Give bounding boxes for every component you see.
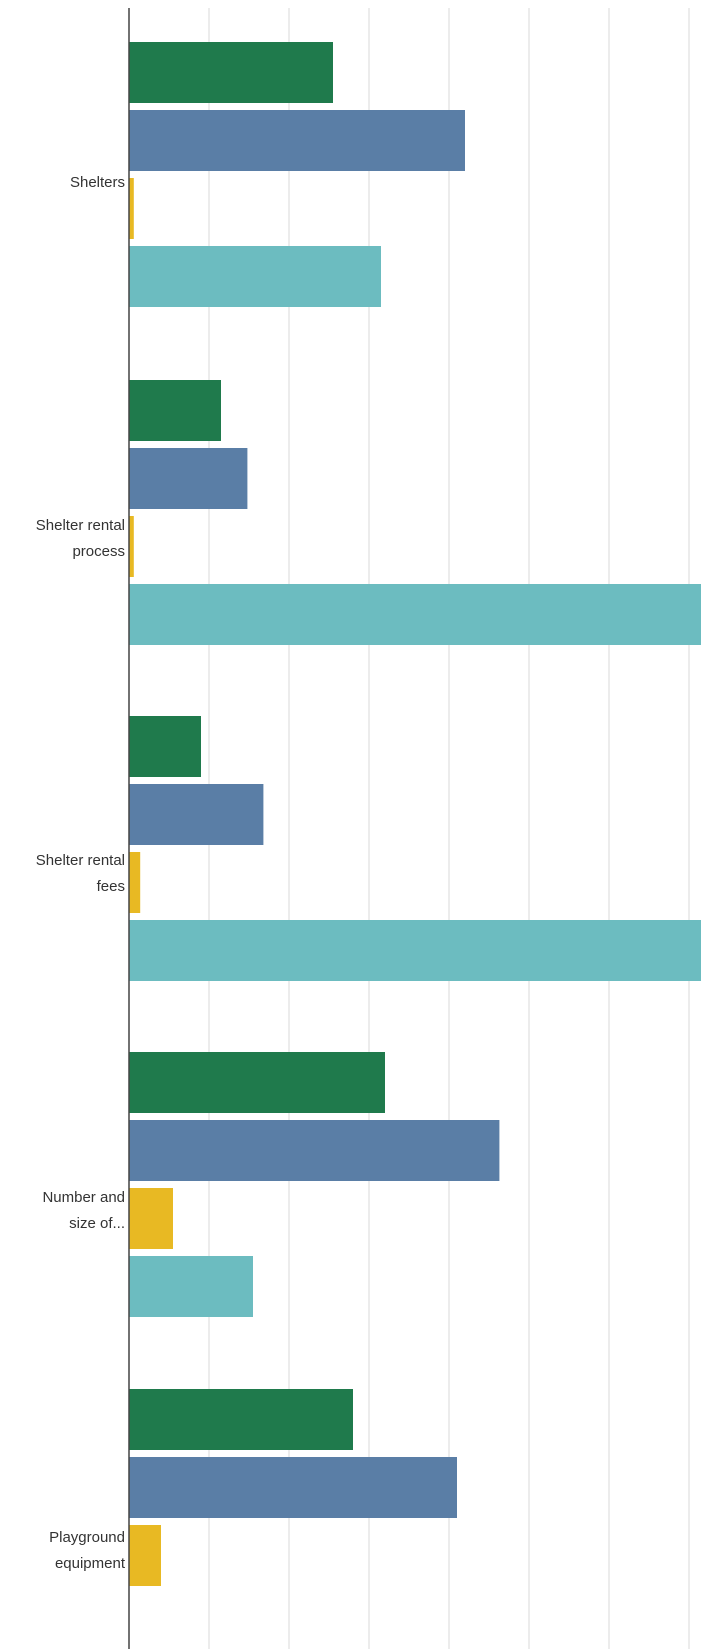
category-label-line: Shelter rental (36, 517, 125, 534)
bar-series-2-category-4 (129, 1120, 500, 1181)
bar-series-3-category-3 (129, 852, 141, 913)
category-label-line: Number and (42, 1189, 125, 1206)
bar-series-4-category-4 (129, 1256, 253, 1317)
bar-series-2-category-5 (129, 1457, 457, 1518)
category-label-3: Shelter rental fees (36, 852, 125, 895)
category-label-line: process (72, 543, 125, 560)
category-label-line: Playground (49, 1529, 125, 1546)
category-label-line: Shelter rental (36, 852, 125, 869)
category-label-5: Playground equipment (49, 1529, 126, 1572)
bar-series-1-category-5 (129, 1389, 353, 1450)
bar-series-4-category-1 (129, 246, 381, 307)
bar-series-2-category-3 (129, 784, 264, 845)
category-label-line: equipment (55, 1555, 126, 1572)
bar-series-1-category-4 (129, 1052, 385, 1113)
category-label-4: Number and size of... (42, 1189, 125, 1232)
category-label-2: Shelter rental process (36, 517, 125, 560)
bar-series-1-category-3 (129, 716, 201, 777)
bars (129, 42, 701, 1586)
category-label-line: size of... (69, 1215, 125, 1232)
bar-series-4-category-3 (129, 920, 701, 981)
category-label-line: fees (97, 878, 125, 895)
bar-series-2-category-1 (129, 110, 465, 171)
bar-series-4-category-2 (129, 584, 701, 645)
bar-series-3-category-4 (129, 1188, 173, 1249)
category-label-line: Shelters (70, 174, 125, 191)
bar-series-1-category-1 (129, 42, 333, 103)
bar-series-1-category-2 (129, 380, 221, 441)
bar-series-3-category-5 (129, 1525, 161, 1586)
category-label-1: Shelters (70, 174, 125, 191)
bar-series-2-category-2 (129, 448, 248, 509)
bar-series-3-category-2 (129, 516, 134, 577)
bar-series-3-category-1 (129, 178, 134, 239)
